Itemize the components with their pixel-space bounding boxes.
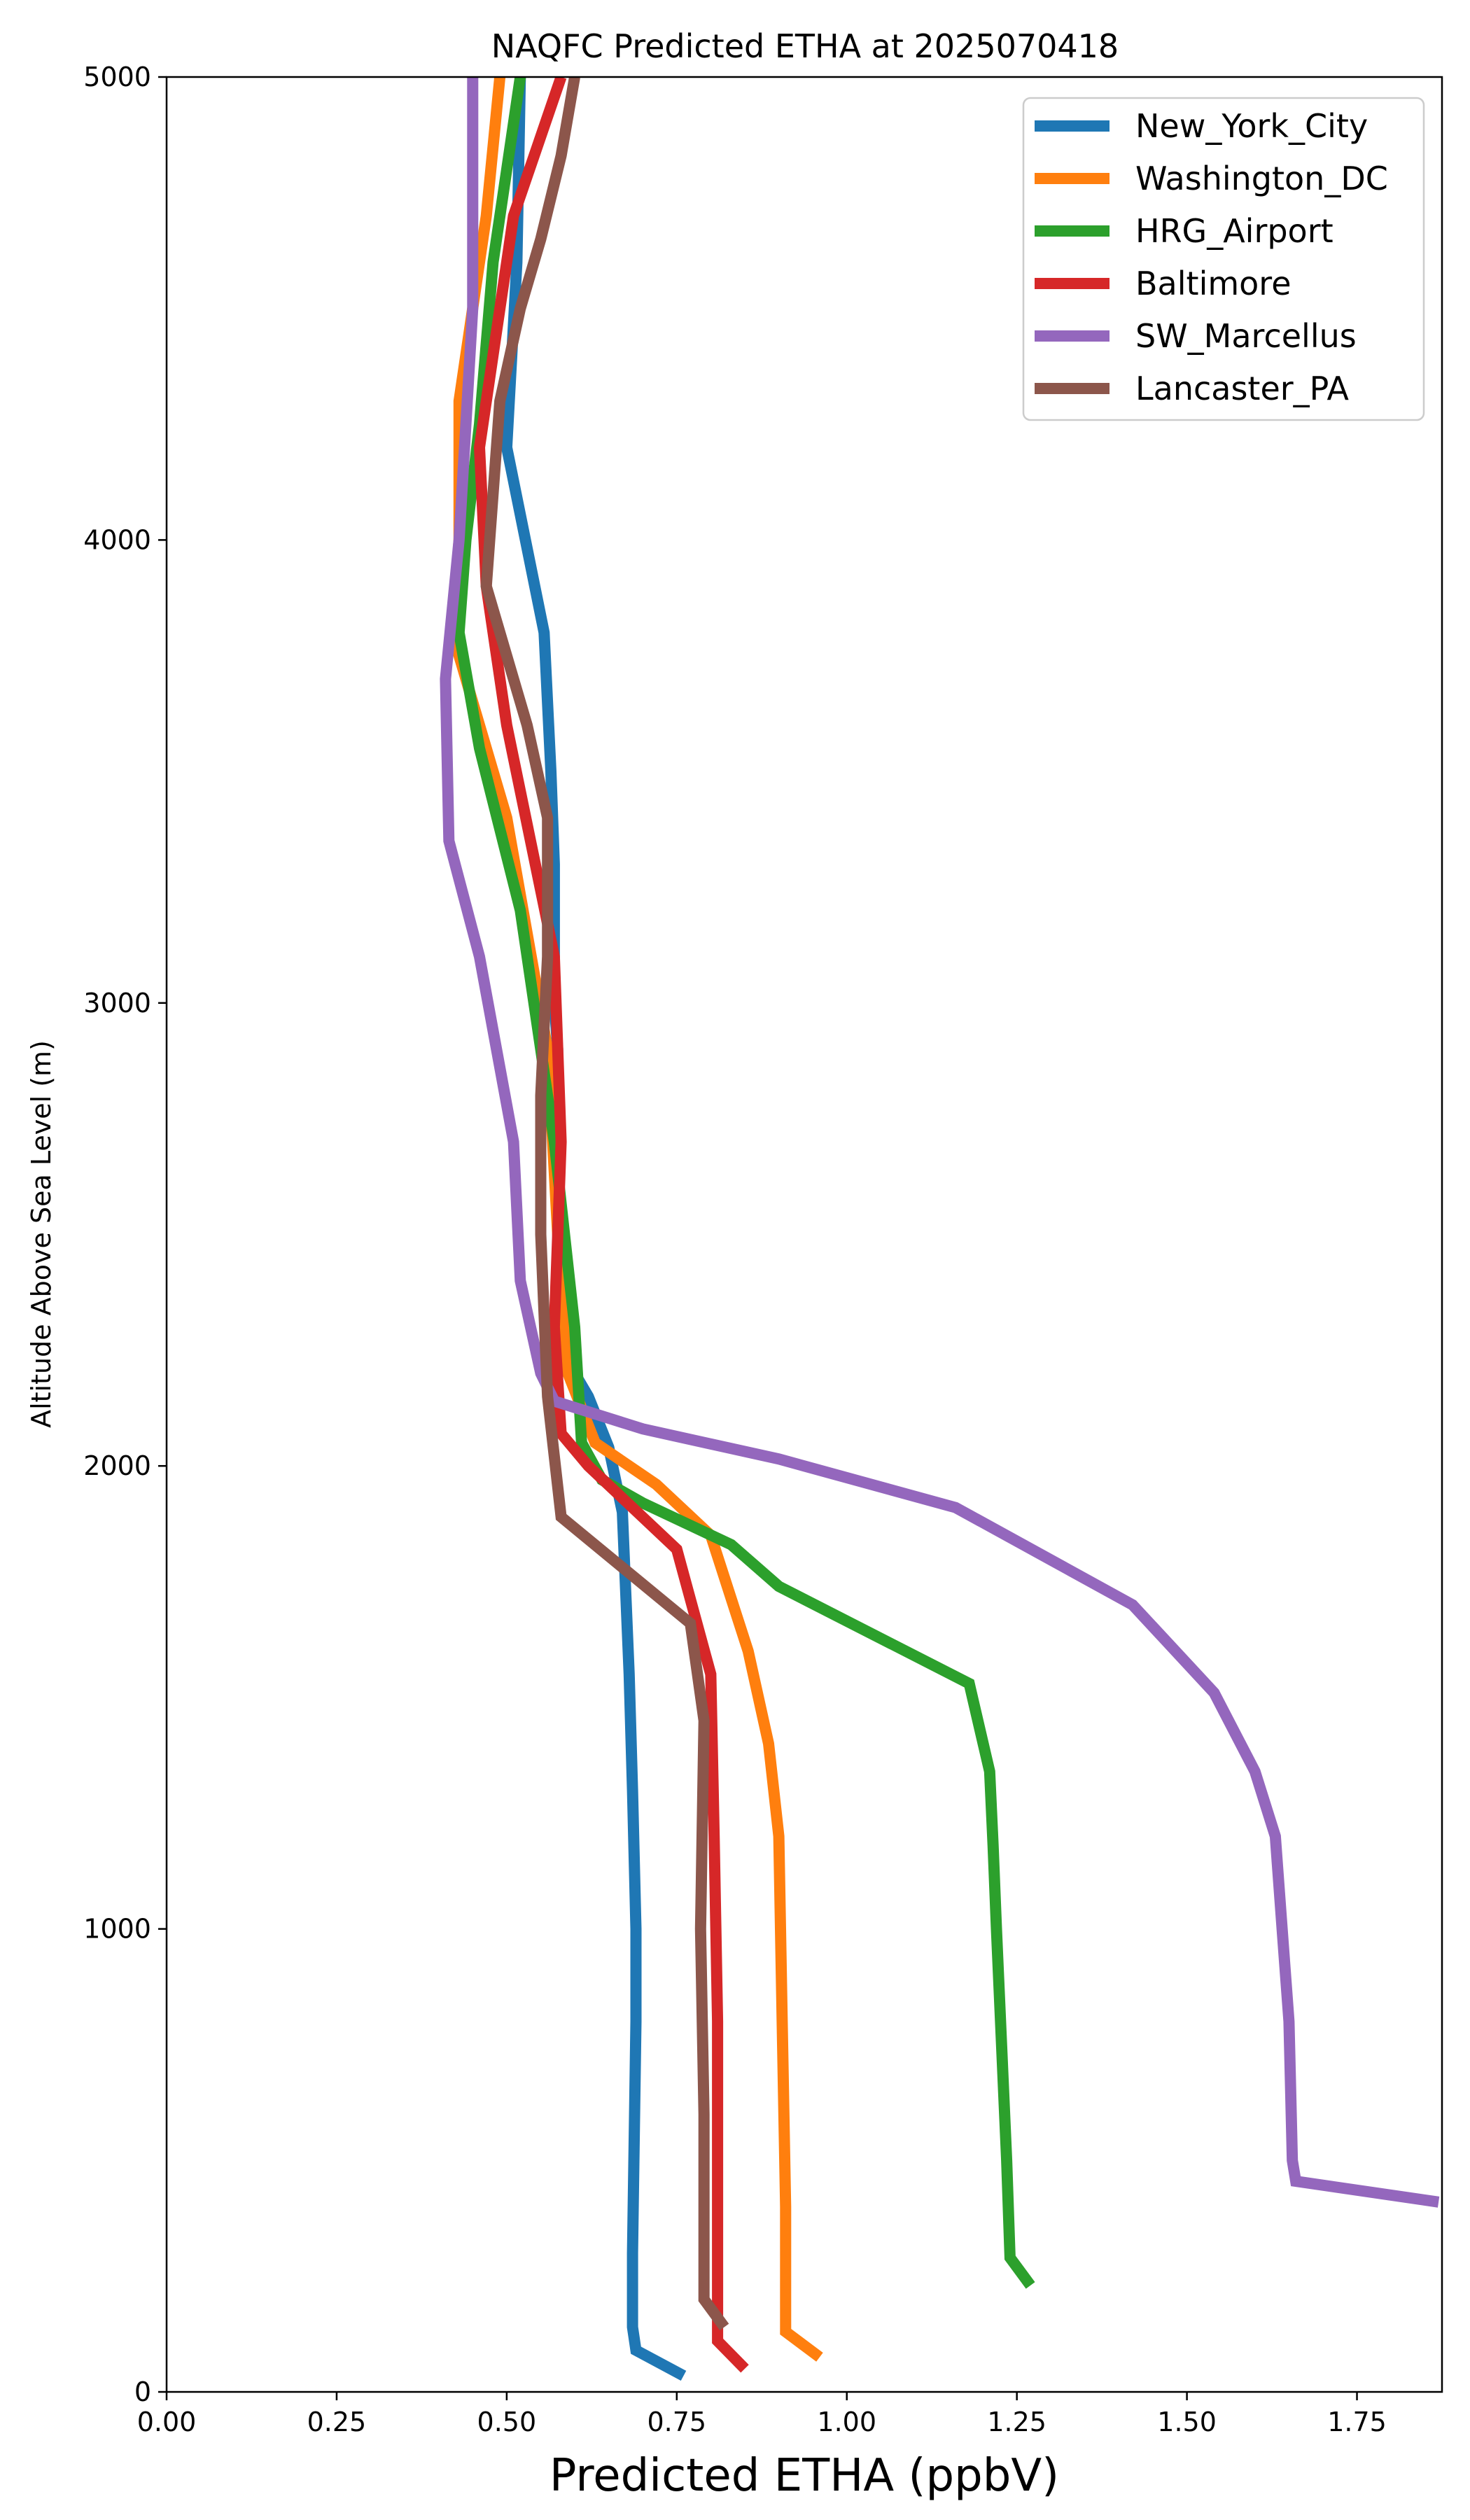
legend: New_York_City Washington_DC HRG_Airport Bal… [1022, 97, 1425, 421]
x-tick-label: 0.00 [137, 2407, 197, 2437]
x-axis: 0.00 0.25 0.50 0.75 1.00 1.25 1.50 1.75 [137, 2392, 1387, 2437]
legend-box [1022, 97, 1425, 421]
y-tick-label: 0 [134, 2376, 151, 2407]
y-axis: 0 1000 2000 3000 4000 5000 [83, 62, 167, 2407]
x-tick-label: 1.50 [1157, 2407, 1217, 2437]
y-tick-label: 1000 [83, 1914, 151, 1945]
legend-label: Baltimore [1135, 265, 1292, 302]
x-tick-label: 1.75 [1327, 2407, 1387, 2437]
y-axis-label: Altitude Above Sea Level (m) [26, 1040, 57, 1428]
y-tick-label: 5000 [83, 62, 151, 92]
legend-label: SW_Marcellus [1135, 317, 1357, 355]
series-line-new-york-city [500, 77, 687, 2381]
legend-label: Washington_DC [1135, 160, 1388, 197]
y-tick-label: 4000 [83, 524, 151, 555]
x-tick-label: 0.75 [647, 2407, 706, 2437]
legend-items: New_York_City Washington_DC HRG_Airport Bal… [1035, 107, 1388, 407]
chart-title: NAQFC Predicted ETHA at 2025070418 [491, 27, 1119, 65]
series-line-baltimore [473, 77, 749, 2373]
y-tick-label: 3000 [83, 988, 151, 1018]
x-tick-label: 0.25 [307, 2407, 367, 2437]
x-tick-label: 1.25 [987, 2407, 1046, 2437]
x-axis-label: Predicted ETHA (ppbV) [550, 2450, 1059, 2502]
series-line-sw-marcellus [440, 77, 1440, 2208]
legend-label: HRG_Airport [1135, 212, 1334, 250]
legend-label: New_York_City [1135, 107, 1368, 145]
plot-frame [165, 76, 1443, 2393]
y-tick-label: 2000 [83, 1450, 151, 1481]
x-tick-label: 1.00 [817, 2407, 876, 2437]
x-tick-label: 0.50 [477, 2407, 537, 2437]
series-layer [440, 77, 1440, 2381]
legend-label: Lancaster_PA [1135, 370, 1349, 407]
series-line-lancaster-pa [480, 77, 729, 2331]
